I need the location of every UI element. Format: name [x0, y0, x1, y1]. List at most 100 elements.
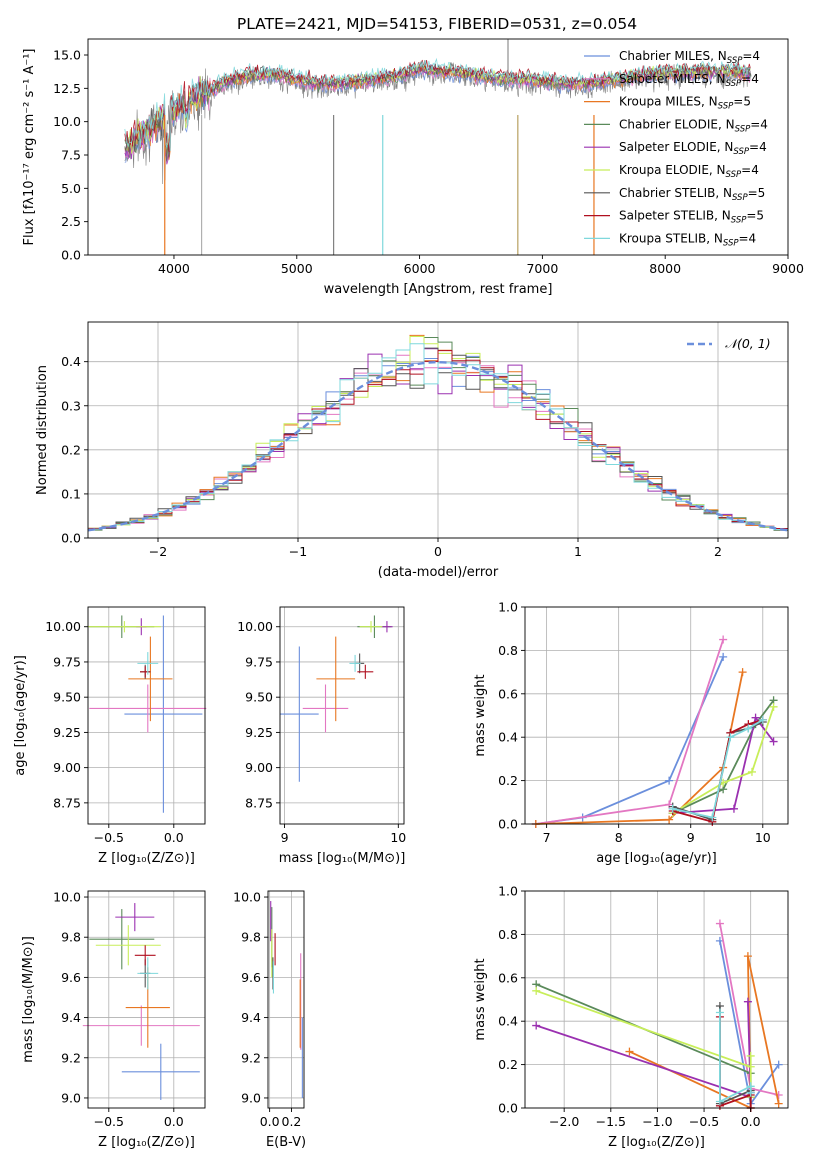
mass_vs_EBV-plot-area: [270, 901, 303, 1098]
y-tick-label: 0.8: [498, 643, 518, 658]
y-tick-label: 1.0: [498, 600, 518, 615]
y-tick-label: 1.0: [498, 884, 518, 899]
weight-marker: [668, 804, 677, 813]
y-tick-label: 9.25: [245, 725, 273, 740]
y-tick-label: 10.0: [53, 890, 81, 905]
weight-marker: [774, 1060, 783, 1069]
legend-label: Salpeter ELODIE, NSSP=4: [619, 140, 767, 157]
legend-label: 𝒩(0, 1): [725, 336, 771, 351]
weight-line: [535, 671, 744, 825]
weight-marker: [746, 1051, 755, 1060]
y-tick-label: 9.8: [61, 930, 81, 945]
x-tick-label: −0.5: [94, 1114, 124, 1129]
y-tick-label: 9.2: [241, 1050, 261, 1065]
y-tick-label: 0.8: [498, 927, 518, 942]
x-tick-label: 10: [755, 830, 771, 845]
x-tick-label: 0: [434, 544, 442, 559]
y-tick-label: 12.5: [53, 81, 81, 96]
weight-marker: [719, 652, 728, 661]
y-tick-label: 9.6: [61, 970, 81, 985]
weight-marker: [751, 713, 760, 722]
legend-label: Salpeter MILES, NSSP=4: [619, 72, 759, 89]
weight-marker: [665, 815, 674, 824]
y-tick-label: 0.4: [498, 1014, 518, 1029]
legend-label: Kroupa STELIB, NSSP=4: [619, 231, 756, 248]
y-tick-label: 10.0: [233, 890, 261, 905]
weight-marker: [743, 997, 752, 1006]
x-tick-label: 7000: [526, 261, 558, 276]
weight-marker: [743, 952, 752, 961]
y-tick-label: 0.6: [498, 970, 518, 985]
y-tick-label: 9.50: [245, 690, 273, 705]
y-tick-label: 9.4: [61, 1010, 81, 1025]
y-tick-label: 7.5: [61, 148, 81, 163]
weight-line: [672, 699, 775, 814]
weight-marker: [729, 804, 738, 813]
weight-marker: [744, 724, 753, 733]
x-tick-label: −2: [149, 544, 167, 559]
weight-marker: [738, 668, 747, 677]
weight-line: [535, 989, 752, 1098]
x-axis-label: Z [log₁₀(Z/Z⊙)]: [98, 1135, 195, 1150]
x-tick-label: 6000: [404, 261, 436, 276]
y-tick-label: 0.4: [498, 730, 518, 745]
histogram-step: [88, 350, 788, 529]
weight-marker: [715, 1008, 724, 1017]
x-tick-label: 0.0: [741, 1114, 761, 1129]
axes-frame: [279, 606, 405, 825]
weight-line: [535, 983, 752, 1098]
weight-line: [535, 1001, 752, 1099]
x-axis-label: Z [log₁₀(Z/Z⊙)]: [98, 851, 195, 866]
weight-marker: [715, 919, 724, 928]
y-tick-label: 0.0: [498, 817, 518, 832]
age_vs_mass-plot-area: [280, 615, 393, 782]
model-spectrum: [124, 57, 751, 151]
y-tick-label: 9.25: [53, 725, 81, 740]
y-tick-label: 9.2: [61, 1050, 81, 1065]
normal-curve: [87, 360, 789, 532]
x-tick-label: 4000: [158, 261, 190, 276]
weight_vs_age-plot-area: [531, 635, 778, 828]
y-tick-label: 0.3: [61, 398, 81, 413]
x-tick-label: 0.2: [282, 1114, 302, 1129]
x-tick-label: 9: [281, 830, 289, 845]
x-axis-label: age [log₁₀(age/yr)]: [596, 851, 717, 866]
y-tick-label: 9.6: [241, 970, 261, 985]
y-tick-label: 0.2: [498, 1057, 518, 1072]
y-tick-label: 15.0: [53, 48, 81, 63]
y-tick-label: 9.0: [241, 1090, 261, 1105]
weight-marker: [769, 737, 778, 746]
y-axis-label: mass [log₁₀(M/M⊙)]: [21, 936, 36, 1063]
legend-label: Chabrier ELODIE, NSSP=4: [619, 117, 768, 134]
weight-marker: [769, 702, 778, 711]
x-axis-label: wavelength [Angstrom, rest frame]: [324, 282, 553, 297]
residuals-panel: −2 −1 0 1 2 0.0 0.1 0.2 0.3 0.4 (data-model)/error…: [35, 321, 789, 580]
axes-frame: [524, 890, 789, 1109]
weight-marker: [746, 1088, 755, 1097]
y-axis-label: mass weight: [473, 958, 488, 1040]
axes-frame: [87, 38, 789, 256]
mass_vs_EBV-panel: 0.0 0.2 9.0 9.2 9.4 9.6 9.8 10.0 E(B-V): [233, 890, 306, 1150]
y-tick-label: 0.1: [61, 486, 81, 501]
y-tick-label: 9.4: [241, 1010, 261, 1025]
axes-frame: [524, 606, 789, 825]
x-tick-label: 2: [714, 544, 722, 559]
y-tick-label: 0.0: [498, 1101, 518, 1116]
x-axis-label: E(B-V): [266, 1135, 306, 1150]
y-tick-label: 0.0: [61, 248, 81, 263]
y-tick-label: 0.2: [61, 442, 81, 457]
y-tick-label: 9.50: [53, 690, 81, 705]
histogram-step: [88, 337, 788, 531]
weight-marker: [758, 715, 767, 724]
spectrum-panel: 4000 5000 6000 7000 8000 9000 0.0 2.5 5.0 7.5 10.0…: [22, 38, 804, 297]
x-tick-label: 0.0: [164, 830, 184, 845]
y-tick-label: 5.0: [61, 181, 81, 196]
y-axis-label: age [log₁₀(age/yr)]: [13, 655, 28, 776]
x-tick-label: 8000: [649, 261, 681, 276]
age_vs_Z-plot-area: [88, 615, 207, 813]
y-tick-label: 9.0: [61, 1090, 81, 1105]
x-tick-label: 10: [390, 830, 406, 845]
figure-title: PLATE=2421, MJD=54153, FIBERID=0531, z=0…: [237, 15, 637, 33]
axes-frame: [87, 606, 206, 825]
